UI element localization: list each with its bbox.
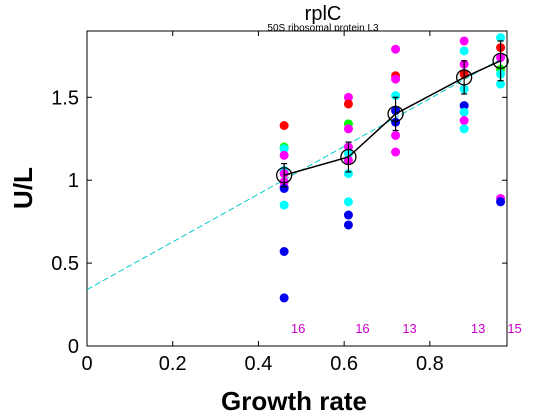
fit-line	[86, 58, 501, 291]
data-point	[343, 197, 353, 207]
chart-subtitle: 50S ribosomal protein L3	[267, 23, 379, 34]
y-tick-label: 1	[68, 170, 79, 192]
count-label: 16	[355, 321, 369, 336]
data-point	[391, 44, 401, 54]
plot-area	[86, 30, 508, 347]
data-point	[279, 247, 289, 256]
mean-marker	[455, 69, 473, 86]
data-point	[459, 101, 469, 111]
data-point	[459, 124, 469, 134]
x-tick-label: 0.6	[330, 353, 358, 375]
chart-title: rplC	[305, 3, 342, 25]
data-point	[391, 130, 401, 140]
axis-ticks-layer: 0 0.2 0.4 0.6 0.8 0 0.5 1 1.5	[51, 31, 507, 375]
data-point	[391, 147, 401, 157]
y-tick-label: 0.5	[51, 253, 79, 275]
data-point	[496, 33, 506, 43]
data-point	[459, 36, 469, 46]
x-tick-label: 0	[81, 353, 92, 375]
x-axis-label: Growth rate	[221, 386, 367, 416]
data-point	[343, 220, 353, 230]
count-label: 15	[507, 321, 521, 336]
fit-line-layer	[86, 58, 501, 291]
mean-series-layer	[275, 40, 509, 188]
data-point	[279, 293, 289, 303]
data-point	[279, 121, 289, 130]
y-tick-label: 0	[68, 336, 79, 358]
data-point	[343, 210, 353, 220]
y-tick-label: 1.5	[51, 87, 79, 109]
data-point	[343, 92, 353, 102]
data-point	[496, 79, 506, 89]
count-label: 16	[291, 321, 305, 336]
data-point	[496, 197, 506, 207]
data-point	[459, 107, 469, 117]
mean-marker	[492, 52, 509, 69]
x-tick-label: 0.4	[245, 353, 273, 375]
mean-marker	[275, 167, 293, 184]
x-tick-label: 0.2	[159, 353, 187, 375]
mean-marker	[387, 105, 404, 123]
data-point	[459, 46, 469, 56]
data-point	[279, 200, 289, 210]
x-tick-label: 0.8	[416, 353, 444, 375]
count-labels-layer: 16 16 13 13 15	[291, 321, 522, 336]
count-label: 13	[402, 321, 416, 336]
data-point	[343, 124, 353, 134]
count-label: 13	[471, 321, 485, 336]
data-point	[391, 74, 401, 84]
data-point	[279, 150, 289, 160]
data-point	[343, 99, 353, 109]
mean-marker	[340, 148, 357, 166]
data-point	[279, 144, 289, 154]
data-point	[459, 116, 469, 126]
y-axis-label: U/L	[8, 167, 38, 209]
